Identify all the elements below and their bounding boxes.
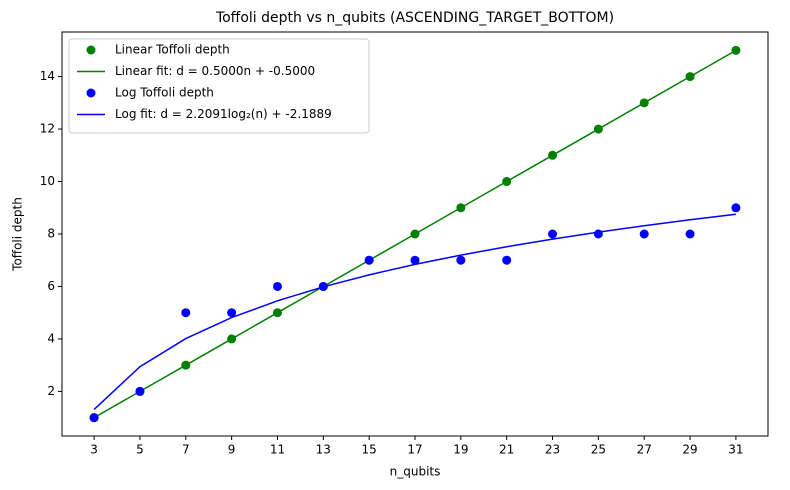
x-tick-label: 15 xyxy=(362,443,377,457)
x-tick-label: 27 xyxy=(637,443,652,457)
x-tick-label: 9 xyxy=(228,443,236,457)
x-tick-label: 25 xyxy=(591,443,606,457)
legend-label: Linear fit: d = 0.5000n + -0.5000 xyxy=(115,64,315,78)
data-point xyxy=(227,308,237,318)
plot-area xyxy=(89,45,741,423)
x-tick-label: 13 xyxy=(316,443,331,457)
data-point xyxy=(731,203,741,213)
y-axis-label: Toffoli depth xyxy=(11,197,25,272)
x-tick-label: 7 xyxy=(182,443,190,457)
y-tick-label: 14 xyxy=(40,69,55,83)
data-point xyxy=(364,255,374,265)
data-point xyxy=(593,229,603,239)
data-point xyxy=(502,255,512,265)
legend-label: Log Toffoli depth xyxy=(115,86,214,100)
data-point xyxy=(685,229,695,239)
x-tick-label: 29 xyxy=(682,443,697,457)
y-tick-label: 12 xyxy=(40,122,55,136)
fit-line xyxy=(93,213,736,410)
data-point xyxy=(456,255,466,265)
x-tick-label: 21 xyxy=(499,443,514,457)
legend-box xyxy=(68,38,370,134)
chart-title: Toffoli depth vs n_qubits (ASCENDING_TAR… xyxy=(215,10,614,26)
data-point xyxy=(639,229,649,239)
data-point xyxy=(410,255,420,265)
plot-frame xyxy=(61,31,769,437)
x-tick-label: 19 xyxy=(453,443,468,457)
legend-label: Linear Toffoli depth xyxy=(115,43,230,57)
y-tick-label: 8 xyxy=(47,227,55,241)
x-tick-label: 3 xyxy=(90,443,98,457)
data-point xyxy=(272,281,282,291)
x-tick-label: 17 xyxy=(407,443,422,457)
y-tick-label: 2 xyxy=(47,384,55,398)
x-axis-label: n_qubits xyxy=(390,465,441,479)
x-tick-label: 31 xyxy=(728,443,743,457)
fit-line xyxy=(93,49,737,419)
legend-label: Log fit: d = 2.2091log₂(n) + -2.1889 xyxy=(115,107,332,121)
x-tick-label: 11 xyxy=(270,443,285,457)
data-point xyxy=(89,413,99,423)
y-tick-label: 6 xyxy=(47,279,55,293)
x-tick-label: 23 xyxy=(545,443,560,457)
data-point xyxy=(181,308,191,318)
data-point xyxy=(135,386,145,396)
legend-swatch xyxy=(86,45,96,55)
data-point xyxy=(548,229,558,239)
y-tick-label: 10 xyxy=(40,174,55,188)
x-tick-label: 5 xyxy=(136,443,144,457)
y-tick-label: 4 xyxy=(47,331,55,345)
legend-swatch xyxy=(86,88,96,98)
